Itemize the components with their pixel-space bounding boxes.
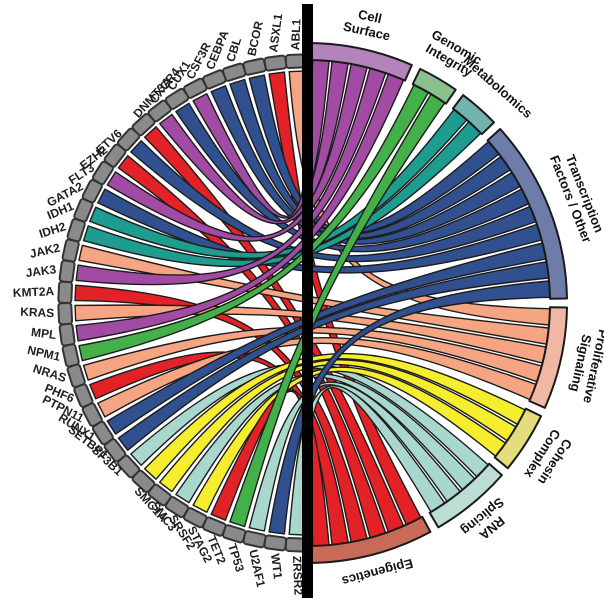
- category-label-epigenetics: Epigenetics: [340, 556, 414, 589]
- gene-label-kmt2a: KMT2A: [13, 284, 55, 300]
- gene-node-kras: [57, 301, 74, 326]
- center-divider-bar: [302, 4, 313, 598]
- category-label-proliferative-signaling: ProliferativeSignaling: [566, 325, 604, 405]
- gene-node-rect: [242, 530, 267, 549]
- gene-node-asxl1: [263, 54, 288, 72]
- gene-node-rect: [66, 217, 86, 243]
- gene-label-zrsr2: ZRSR2: [290, 555, 306, 595]
- gene-node-rect: [263, 534, 288, 552]
- gene-node-rect: [57, 301, 74, 326]
- gene-node-kmt2a: [57, 280, 74, 305]
- gene-label-kras: KRAS: [20, 305, 55, 320]
- gene-label-idh2: IDH2: [37, 219, 68, 241]
- gene-label-u2af1: U2AF1: [246, 548, 268, 588]
- gene-node-rect: [221, 524, 247, 544]
- gene-label-asxl1: ASXL1: [266, 13, 285, 53]
- gene-node-rect: [242, 57, 267, 76]
- gene-node-u2af1: [242, 530, 267, 549]
- gene-label-wt1: WT1: [268, 553, 285, 580]
- category-arc-transcription-factors-other: [486, 128, 568, 300]
- gene-label-jak3: JAK3: [25, 262, 58, 280]
- category-arc-rna-splicing: [428, 462, 503, 529]
- gene-node-jak2: [61, 238, 80, 263]
- gene-node-rect: [58, 259, 76, 284]
- gene-node-rect: [61, 343, 80, 368]
- gene-label-bcor: BCOR: [245, 19, 266, 57]
- category-arc-genomic-integrity: [411, 67, 457, 105]
- gene-node-rect: [61, 238, 80, 263]
- category-arc-cell-surface: [310, 42, 413, 82]
- category-arc-metabolomics: [451, 94, 495, 136]
- gene-label-mpl: MPL: [30, 325, 57, 342]
- gene-label-abl1: ABL1: [288, 18, 303, 50]
- category-arc-cohesin-complex: [493, 407, 543, 470]
- gene-label-npm1: NPM1: [26, 343, 62, 364]
- category-label-cell-surface: CellSurface: [342, 4, 395, 44]
- gene-node-mpl: [58, 322, 76, 347]
- category-label-line: Epigenetics: [340, 556, 414, 589]
- gene-label-jak2: JAK2: [28, 240, 61, 260]
- gene-node-rect: [57, 280, 74, 305]
- gene-node-wt1: [263, 534, 288, 552]
- gene-node-npm1: [61, 343, 80, 368]
- category-arc-proliferative-signaling: [528, 306, 568, 409]
- gene-node-rect: [263, 54, 288, 72]
- gene-node-idh2: [66, 217, 86, 243]
- gene-node-jak3: [58, 259, 76, 284]
- category-label-line: Cell: [357, 6, 384, 26]
- gene-node-rect: [58, 322, 76, 347]
- gene-node-bcor: [242, 57, 267, 76]
- gene-node-tp53: [221, 524, 247, 544]
